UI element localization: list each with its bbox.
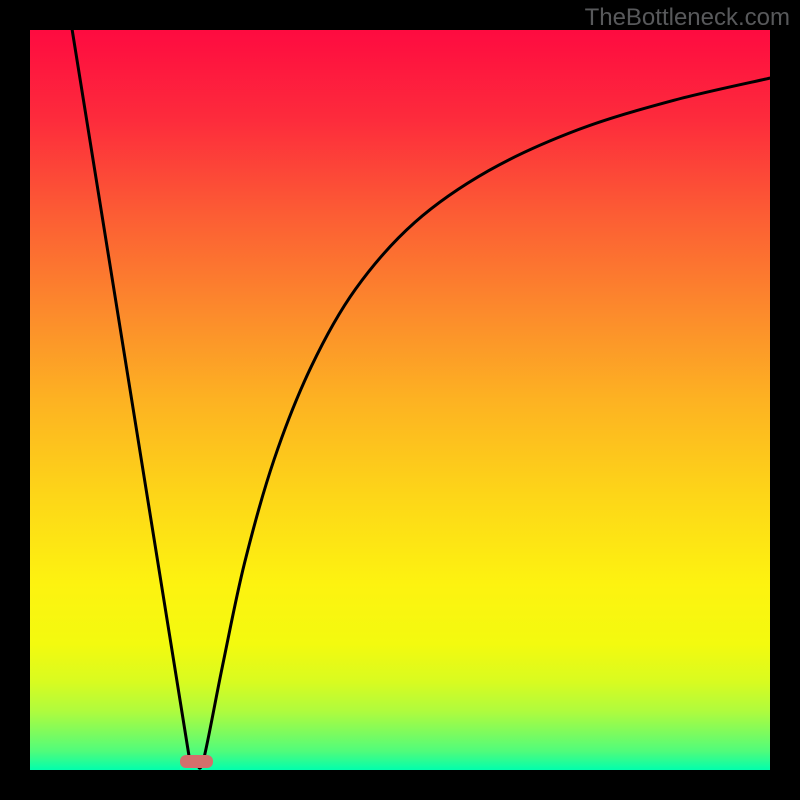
gradient-background [30,30,770,770]
bottleneck-chart: TheBottleneck.com [0,0,800,800]
plot-area [30,30,770,770]
minimum-marker [180,755,213,768]
plot-svg [30,30,770,770]
watermark-text: TheBottleneck.com [585,4,790,32]
